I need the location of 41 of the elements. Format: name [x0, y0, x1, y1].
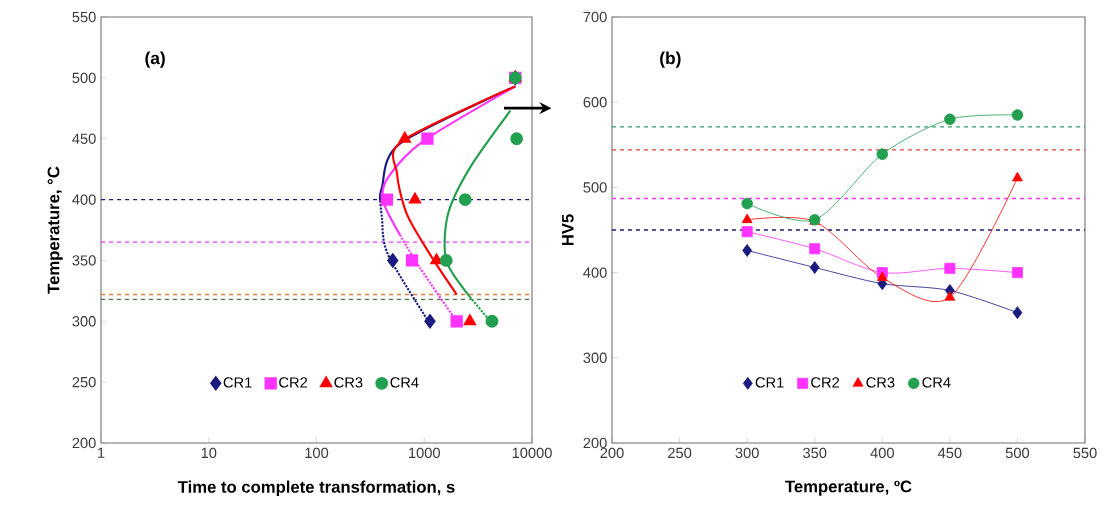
x-axis-title: Time to complete transformation, s — [177, 480, 455, 497]
legend-label: CR3 — [866, 377, 895, 388]
annotation: (b) — [660, 51, 681, 68]
legend-label: CR2 — [279, 377, 308, 388]
legend-label: CR4 — [922, 377, 951, 388]
y-tick-label: 500 — [72, 72, 96, 84]
y-tick-label: 400 — [583, 267, 607, 278]
x-tick-label: 200 — [600, 447, 624, 459]
y-tick-label: 500 — [583, 182, 607, 193]
x-tick-label: 500 — [1005, 447, 1030, 459]
legend-label: CR1 — [755, 377, 784, 388]
x-tick-label: 100 — [305, 447, 329, 459]
y-tick-label: 600 — [583, 97, 607, 108]
x-tick-label: 450 — [937, 447, 962, 459]
y-tick-label: 250 — [72, 376, 96, 388]
x-tick-label: 400 — [870, 447, 894, 459]
x-tick-label: 300 — [735, 447, 759, 459]
y-tick-label: 300 — [583, 352, 607, 363]
y-tick-label: 400 — [72, 194, 96, 205]
legend-label: CR2 — [811, 377, 840, 388]
y-axis-title: HV5 — [562, 214, 574, 246]
y-tick-label: 450 — [72, 133, 96, 144]
y-tick-label: 200 — [583, 437, 607, 449]
x-axis-title: Temperature, ºC — [785, 480, 912, 496]
legend-label: CR4 — [390, 377, 419, 388]
y-tick-label: 550 — [72, 11, 96, 23]
y-tick-label: 350 — [72, 255, 96, 266]
x-tick-label: 1 — [98, 447, 105, 458]
x-tick-label: 250 — [668, 447, 692, 459]
y-tick-label: 300 — [72, 316, 96, 327]
annotation: (a) — [145, 51, 165, 68]
x-tick-label: 1000 — [409, 447, 440, 459]
x-tick-label: 350 — [803, 447, 827, 459]
y-tick-label: 200 — [72, 437, 96, 449]
y-axis-title: Temperature, °C — [47, 166, 63, 294]
legend-label: CR3 — [334, 377, 363, 388]
x-tick-label: 550 — [1073, 447, 1097, 459]
x-tick-label: 10000 — [512, 447, 552, 459]
x-tick-label: 10 — [201, 447, 217, 459]
legend-label: CR1 — [223, 377, 252, 388]
y-tick-label: 700 — [583, 11, 607, 23]
